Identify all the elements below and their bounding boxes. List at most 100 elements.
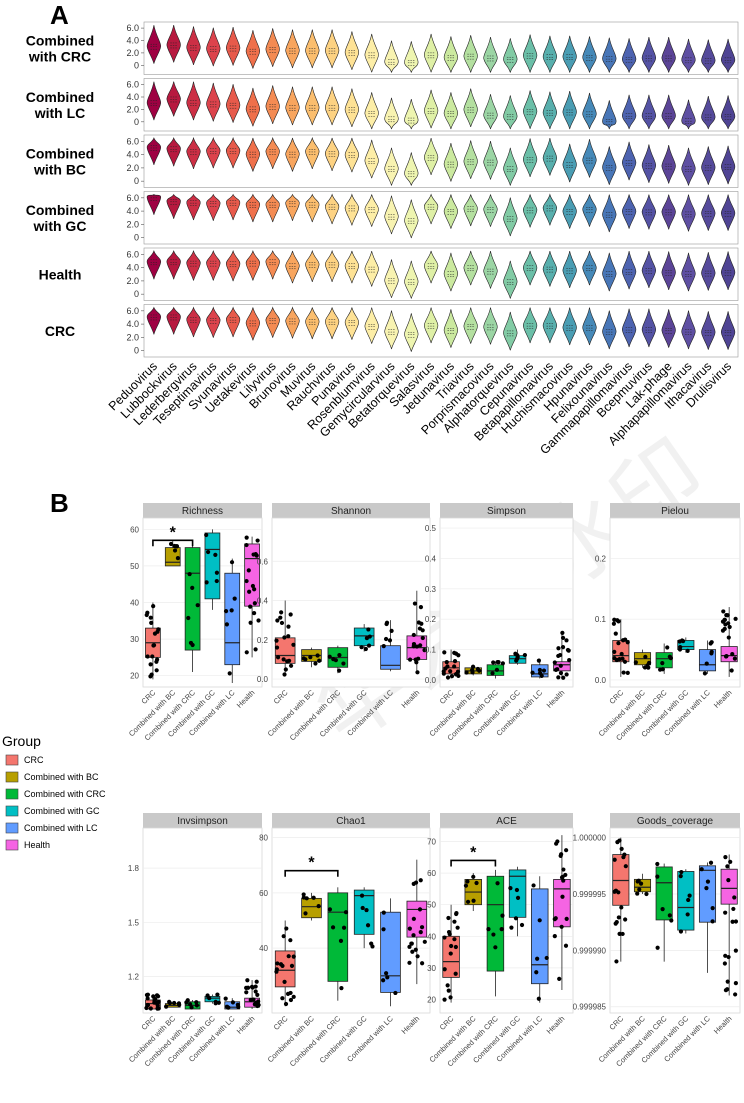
y-tick-label: 0.0 bbox=[425, 676, 437, 685]
data-point bbox=[465, 879, 470, 884]
data-point bbox=[282, 672, 287, 677]
data-point bbox=[723, 910, 728, 915]
data-point bbox=[281, 657, 286, 662]
data-point bbox=[331, 657, 336, 662]
violin-shape bbox=[364, 194, 379, 227]
data-point bbox=[500, 661, 505, 666]
y-tick-label: 0.2 bbox=[257, 636, 269, 645]
data-point bbox=[282, 979, 287, 984]
data-point bbox=[308, 655, 313, 660]
x-category-label: Health bbox=[712, 1014, 734, 1036]
data-point bbox=[621, 670, 626, 675]
data-point bbox=[567, 658, 572, 663]
violin-shape bbox=[404, 41, 419, 73]
data-point bbox=[363, 646, 368, 652]
data-point bbox=[256, 618, 261, 623]
data-point bbox=[317, 658, 322, 663]
violin-shape bbox=[265, 193, 280, 223]
data-point bbox=[248, 604, 253, 609]
violin-shape bbox=[602, 37, 617, 73]
facet-title: Invsimpson bbox=[177, 816, 228, 827]
data-point bbox=[215, 992, 220, 997]
violin-shape bbox=[424, 307, 439, 344]
facet-panel bbox=[439, 517, 574, 688]
data-point bbox=[453, 651, 459, 656]
data-point bbox=[463, 883, 469, 888]
data-point bbox=[175, 556, 181, 561]
y-tick-label: 0.1 bbox=[425, 646, 437, 655]
data-point bbox=[552, 917, 557, 922]
data-point bbox=[699, 867, 704, 872]
legend-swatch bbox=[5, 754, 19, 766]
violin-shape bbox=[483, 36, 498, 73]
data-point bbox=[223, 608, 229, 614]
data-point bbox=[531, 883, 536, 888]
data-point bbox=[413, 947, 418, 952]
data-point bbox=[284, 926, 289, 931]
data-point bbox=[337, 653, 342, 658]
data-point bbox=[635, 891, 640, 896]
data-point bbox=[544, 955, 549, 961]
data-point bbox=[154, 668, 159, 673]
data-point bbox=[730, 652, 735, 657]
facet-title: Goods_coverage bbox=[637, 816, 714, 827]
facet-strip bbox=[272, 813, 430, 828]
data-point bbox=[365, 923, 371, 928]
data-point bbox=[445, 675, 451, 680]
violin-shape bbox=[443, 36, 458, 73]
violin-row-frame bbox=[143, 191, 739, 245]
data-point bbox=[564, 672, 569, 677]
data-point bbox=[509, 925, 514, 930]
y-tick-label: 2.0 bbox=[126, 104, 139, 114]
violin-shape bbox=[245, 193, 260, 223]
data-point bbox=[623, 864, 628, 869]
violin-shape bbox=[384, 97, 399, 130]
data-point bbox=[541, 668, 547, 673]
data-point bbox=[612, 617, 617, 622]
y-tick-label: 20 bbox=[130, 672, 139, 681]
facet-panel bbox=[271, 827, 431, 1014]
data-point bbox=[620, 638, 626, 643]
data-point bbox=[313, 661, 318, 666]
data-point bbox=[677, 639, 682, 644]
data-point bbox=[244, 650, 249, 655]
data-point bbox=[250, 583, 256, 589]
data-point bbox=[446, 915, 451, 921]
y-tick-label: 0.4 bbox=[257, 597, 269, 606]
data-point bbox=[616, 641, 621, 646]
data-point bbox=[364, 907, 369, 913]
y-tick-label: 4.0 bbox=[126, 263, 139, 273]
data-point bbox=[535, 956, 540, 961]
violin-shape bbox=[681, 99, 696, 130]
data-point bbox=[229, 560, 235, 565]
data-point bbox=[164, 1004, 169, 1009]
data-point bbox=[710, 906, 715, 911]
data-point bbox=[288, 612, 293, 617]
data-point bbox=[710, 919, 715, 924]
violin-shape bbox=[562, 250, 577, 288]
row-label: Combined bbox=[26, 202, 94, 218]
data-point bbox=[291, 994, 296, 999]
data-point bbox=[291, 642, 296, 647]
data-point bbox=[449, 943, 454, 949]
violin-shape bbox=[661, 194, 676, 230]
y-tick-label: 0.999990 bbox=[573, 946, 607, 955]
box-body bbox=[677, 871, 695, 931]
violin-shape bbox=[641, 36, 656, 73]
data-point bbox=[172, 548, 178, 553]
facet-panel bbox=[271, 517, 431, 688]
data-point bbox=[615, 840, 620, 845]
data-point bbox=[560, 894, 565, 899]
violin-shape bbox=[661, 94, 676, 130]
y-tick-label: 70 bbox=[427, 837, 436, 846]
data-point bbox=[491, 660, 496, 665]
x-category-label: Combined with LC bbox=[345, 1014, 395, 1064]
data-point bbox=[418, 878, 423, 883]
significance-star: * bbox=[308, 855, 315, 872]
data-point bbox=[414, 644, 419, 649]
y-tick-label: 4.0 bbox=[126, 319, 139, 329]
data-point bbox=[493, 945, 498, 950]
data-point bbox=[280, 996, 285, 1001]
facet-panel bbox=[609, 827, 741, 1014]
y-tick-label: 2.0 bbox=[126, 276, 139, 286]
